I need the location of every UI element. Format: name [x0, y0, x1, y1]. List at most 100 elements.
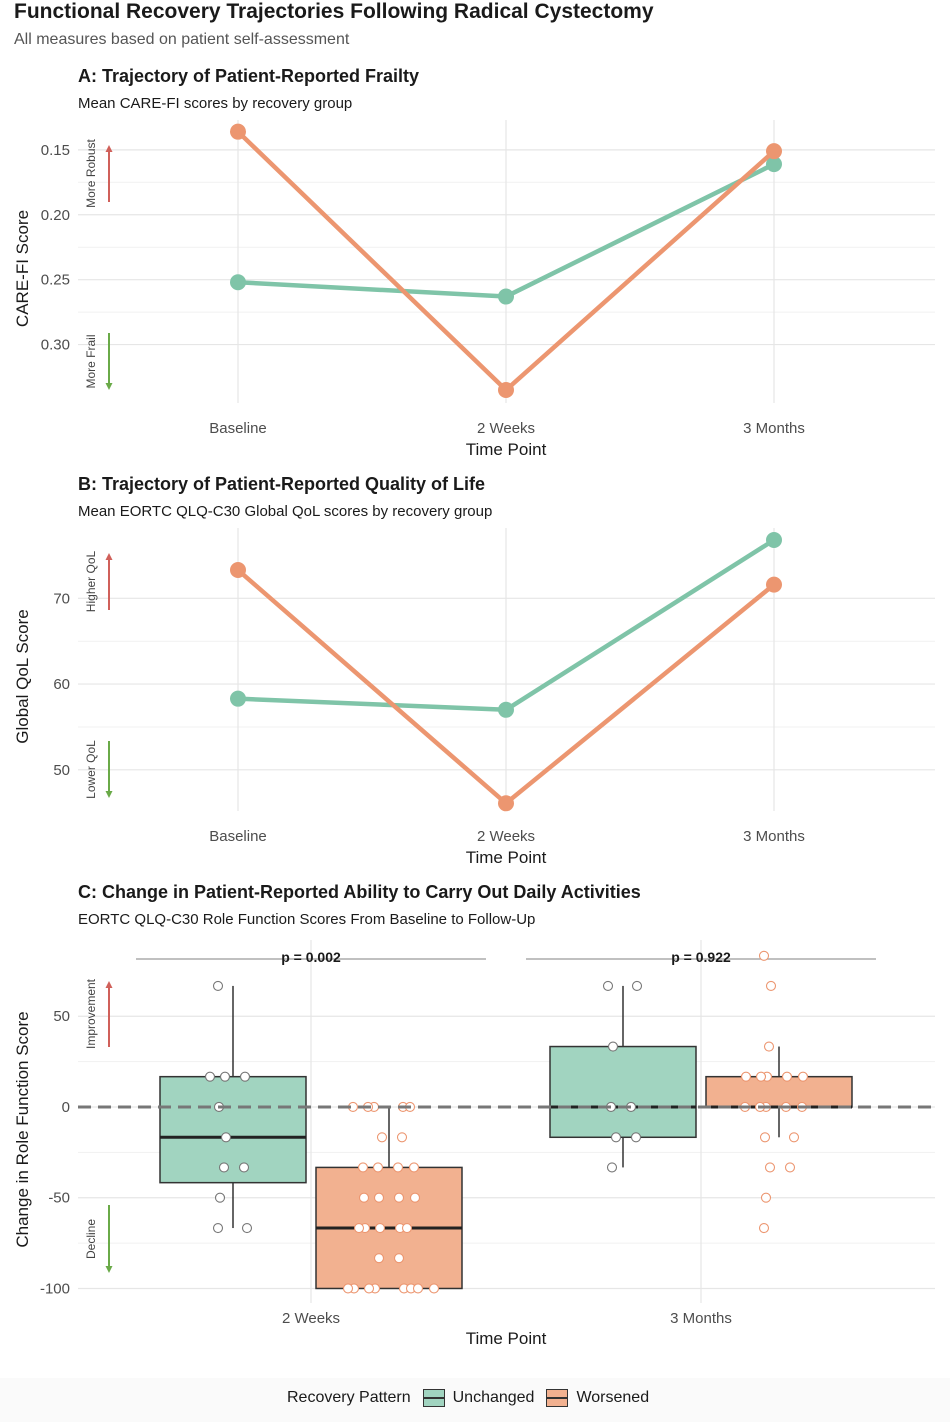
panel-c-jitter-point-worsened-2-weeks	[363, 1283, 375, 1294]
panel-c-jitter-point-unchanged-2-weeks	[241, 1222, 253, 1234]
panel-a-ytick-label: 0.20	[41, 207, 70, 224]
panel-b-up-arrow-head	[105, 553, 113, 560]
panel-c-box-worsened-3-months	[705, 1075, 853, 1108]
panel-c-jitter-point-worsened-3-months	[781, 1071, 793, 1082]
panel-b-down-arrow-head	[105, 791, 113, 798]
panel-c-jitter-point-worsened-2-weeks	[412, 1283, 424, 1294]
panel-c-jitter-point-worsened-3-months	[758, 950, 770, 961]
panel-b-point-unchanged-baseline	[230, 690, 246, 707]
panel-c-jitter-point-worsened-2-weeks	[409, 1192, 421, 1203]
panel-b-point-worsened-3-months	[766, 576, 782, 593]
panel-a-ytick-label: 0.15	[41, 142, 70, 159]
panel-a-point-worsened-baseline	[230, 123, 246, 140]
panel-c-jitter-point-worsened-2-weeks	[342, 1283, 354, 1294]
panel-c-jitter-point-worsened-3-months	[755, 1071, 767, 1082]
panel-a-x-axis-label: Time Point	[466, 440, 547, 459]
panel-a-point-unchanged-2-weeks	[498, 288, 514, 305]
panel-c-jitter-point-worsened-3-months	[758, 1222, 770, 1234]
panel-a-annot-up: More Robust	[84, 138, 98, 207]
legend: Recovery Pattern Unchanged Worsened	[0, 1378, 950, 1422]
panel-c-jitter-point-unchanged-2-weeks	[238, 1162, 250, 1173]
panel-c-box-unchanged-2-weeks	[159, 1075, 307, 1184]
panel-c-jitter-point-worsened-2-weeks	[376, 1132, 388, 1143]
panel-c-xtick-label: 3 Months	[670, 1310, 732, 1327]
panel-a-xtick-label: Baseline	[209, 420, 267, 437]
panel-c-jitter-point-worsened-3-months	[759, 1132, 771, 1143]
panel-b-xtick-label: Baseline	[209, 828, 267, 845]
panel-c-jitter-point-worsened-3-months	[760, 1192, 772, 1203]
panel-b-subtitle: Mean EORTC QLQ-C30 Global QoL scores by …	[78, 503, 493, 520]
panel-a-annot-down: More Frail	[84, 334, 98, 388]
panel-c-jitter-point-worsened-2-weeks	[373, 1192, 385, 1203]
panel-c-jitter-point-unchanged-2-weeks	[214, 1192, 226, 1203]
panel-c-jitter-point-worsened-2-weeks	[374, 1222, 386, 1234]
panel-a-point-unchanged-3-months	[766, 156, 782, 173]
panel-a-down-arrow-head	[105, 383, 113, 390]
panel-c-annot-down: Decline	[84, 1219, 98, 1259]
panel-c-jitter-point-worsened-2-weeks	[372, 1162, 384, 1173]
panel-b-point-worsened-2-weeks	[498, 795, 514, 812]
panel-c-jitter-point-unchanged-3-months	[610, 1132, 622, 1143]
panel-c-jitter-point-unchanged-2-weeks	[218, 1162, 230, 1173]
panel-c-jitter-point-worsened-3-months	[740, 1071, 752, 1082]
panel-c-subtitle: EORTC QLQ-C30 Role Function Scores From …	[78, 911, 536, 928]
panel-c-jitter-point-worsened-2-weeks	[393, 1192, 405, 1203]
panel-c-jitter-point-unchanged-3-months	[607, 1041, 619, 1052]
panel-c-jitter-point-worsened-2-weeks	[357, 1162, 369, 1173]
panel-c-jitter-point-worsened-2-weeks	[408, 1162, 420, 1173]
panel-c-pvalue-label: p = 0.002	[281, 949, 341, 965]
panel-a-chart: 0.15 0.20 0.25 0.30 Baseline 2 Weeks 3 Months T…	[13, 120, 935, 459]
panel-c-jitter-point-worsened-3-months	[784, 1162, 796, 1173]
legend-title: Recovery Pattern	[287, 1389, 411, 1406]
panel-b-point-worsened-baseline	[230, 562, 246, 579]
panel-c-jitter-point-worsened-3-months	[765, 980, 777, 991]
panel-b-title: B: Trajectory of Patient-Reported Qualit…	[78, 474, 486, 494]
panel-c-jitter-point-worsened-2-weeks	[358, 1192, 370, 1203]
panel-b-xtick-label: 3 Months	[743, 828, 805, 845]
panel-c-jitter-point-worsened-3-months	[797, 1071, 809, 1082]
panel-b-point-unchanged-3-months	[766, 532, 782, 549]
panel-c-title: C: Change in Patient-Reported Ability to…	[78, 882, 641, 902]
panel-c-box-unchanged-3-months	[549, 1045, 697, 1139]
panel-b-x-axis-label: Time Point	[466, 848, 547, 867]
panel-a-title: A: Trajectory of Patient-Reported Frailt…	[78, 66, 420, 86]
panel-c-x-axis-label: Time Point	[466, 1329, 547, 1348]
figure-subtitle: All measures based on patient self-asses…	[14, 31, 350, 48]
panel-a-ytick-label: 0.25	[41, 272, 70, 289]
panel-c-xtick-label: 2 Weeks	[282, 1310, 340, 1327]
panel-b-annot-down: Lower QoL	[84, 740, 98, 799]
panel-a-ytick-label: 0.30	[41, 337, 70, 354]
panel-c-jitter-point-worsened-2-weeks	[373, 1253, 385, 1264]
panel-c-jitter-point-worsened-3-months	[763, 1041, 775, 1052]
panel-c-jitter-point-unchanged-2-weeks	[212, 1222, 224, 1234]
panel-b-y-axis-label: Global QoL Score	[13, 609, 32, 744]
panel-a-up-arrow-head	[105, 145, 113, 152]
panel-c-jitter-point-unchanged-2-weeks	[219, 1071, 231, 1082]
panel-c-jitter-point-unchanged-3-months	[602, 980, 614, 991]
panel-c-chart: -100 -50 0 50 2 Weeks 3 Months Time Point Chang…	[13, 940, 935, 1348]
legend-swatch-worsened	[546, 1389, 569, 1407]
panel-c-jitter-point-worsened-3-months	[788, 1132, 800, 1143]
panel-a-y-axis-label: CARE-FI Score	[13, 210, 32, 327]
panel-c-down-arrow-head	[105, 1266, 113, 1273]
panel-a-point-unchanged-baseline	[230, 274, 246, 291]
panel-c-jitter-point-worsened-2-weeks	[401, 1222, 413, 1234]
panel-c-jitter-point-worsened-2-weeks	[393, 1253, 405, 1264]
panel-c-jitter-point-unchanged-3-months	[630, 1132, 642, 1143]
panel-a-xtick-label: 3 Months	[743, 420, 805, 437]
panel-b-annot-up: Higher QoL	[84, 550, 98, 612]
panel-c-up-arrow-head	[105, 981, 113, 988]
legend-swatch-unchanged	[422, 1389, 445, 1407]
panel-b-ytick-label: 70	[53, 590, 70, 607]
panel-c-annot-up: Improvement	[84, 978, 98, 1049]
legend-item-unchanged: Unchanged	[422, 1389, 547, 1407]
legend-item-worsened: Worsened	[546, 1389, 649, 1407]
legend-label-worsened: Worsened	[576, 1389, 650, 1406]
panel-c-ytick-label: -100	[40, 1280, 70, 1297]
panel-a-subtitle: Mean CARE-FI scores by recovery group	[78, 95, 353, 112]
panel-a-point-worsened-3-months	[766, 143, 782, 160]
panel-c-ytick-label: 0	[62, 1099, 70, 1116]
panel-a-xtick-label: 2 Weeks	[477, 420, 535, 437]
panel-b-xtick-label: 2 Weeks	[477, 828, 535, 845]
panel-c-jitter-point-unchanged-2-weeks	[204, 1071, 216, 1082]
